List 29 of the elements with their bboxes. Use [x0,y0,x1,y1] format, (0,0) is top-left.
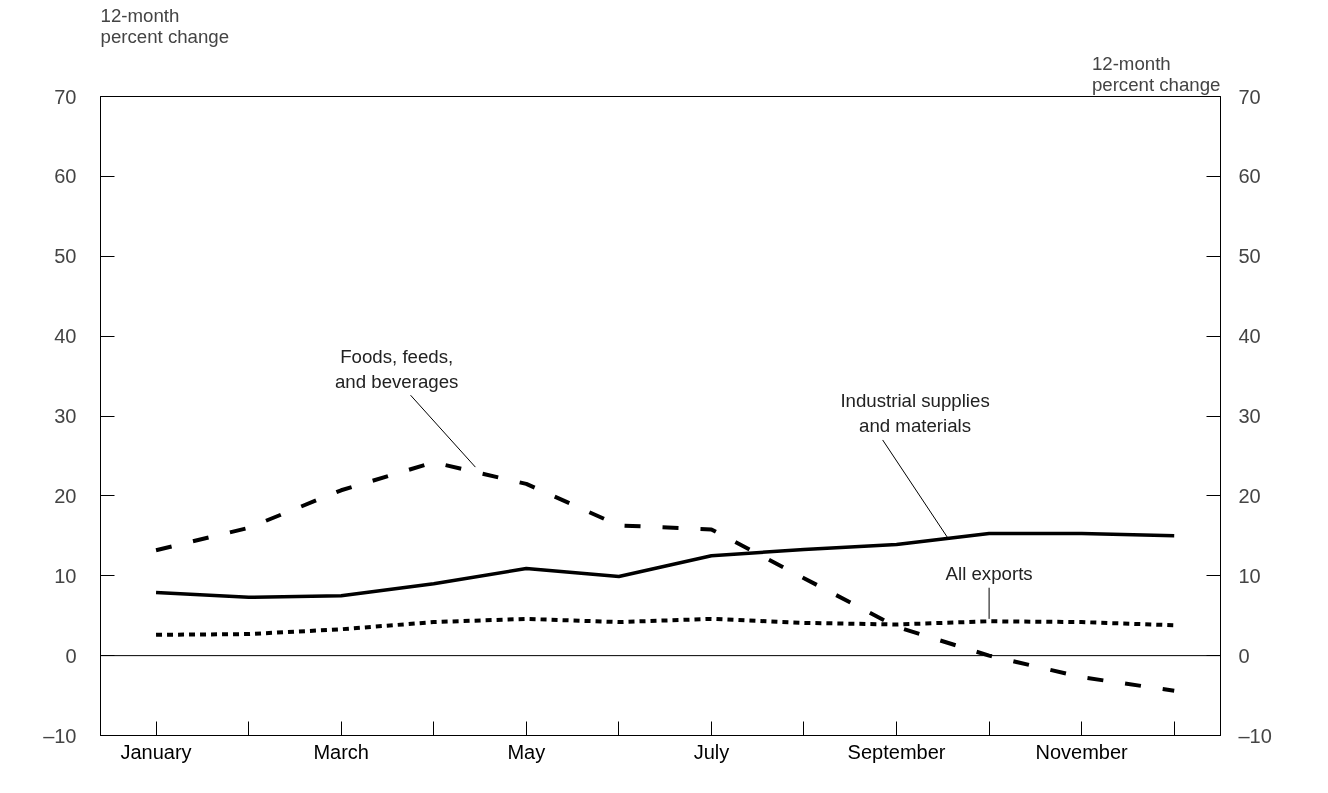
y2-tick-label: 30 [1238,405,1261,427]
text: All exports [945,562,1033,584]
y2-tick-label: 70 [1238,85,1261,108]
y-tick-label: 40 [54,325,77,348]
y-tick-label: 0 [65,644,77,667]
text: Foods, feeds, and beverages [334,345,459,393]
y-tick-label: 30 [54,405,77,427]
y2-tick-label: 20 [1238,484,1261,507]
y-axis-title: 12-month percent change [100,4,230,47]
x-tick-label: March [313,740,369,763]
x-tick-label: January [120,740,192,763]
y2-tick-label: 0 [1238,644,1250,667]
x-tick-label: May [507,740,546,763]
y2-tick-label: –10 [1238,724,1272,747]
y2-axis-title: 12-month percent change [1091,52,1221,95]
y-tick-label: 60 [54,165,77,188]
y-tick-label: –10 [43,724,77,747]
x-tick-label: September [847,740,946,763]
x-tick-label: July [693,740,730,763]
text: Industrial supplies and materials [840,389,990,436]
y2-tick-label: 10 [1238,564,1261,587]
x-tick-label: November [1035,740,1129,763]
y-tick-label: 10 [54,564,77,587]
y-tick-label: 50 [54,245,77,268]
y-tick-label: 70 [54,85,77,108]
y2-tick-label: 60 [1238,165,1261,188]
y-tick-label: 20 [54,484,77,507]
y2-tick-label: 40 [1238,325,1261,348]
y2-tick-label: 50 [1238,245,1261,268]
